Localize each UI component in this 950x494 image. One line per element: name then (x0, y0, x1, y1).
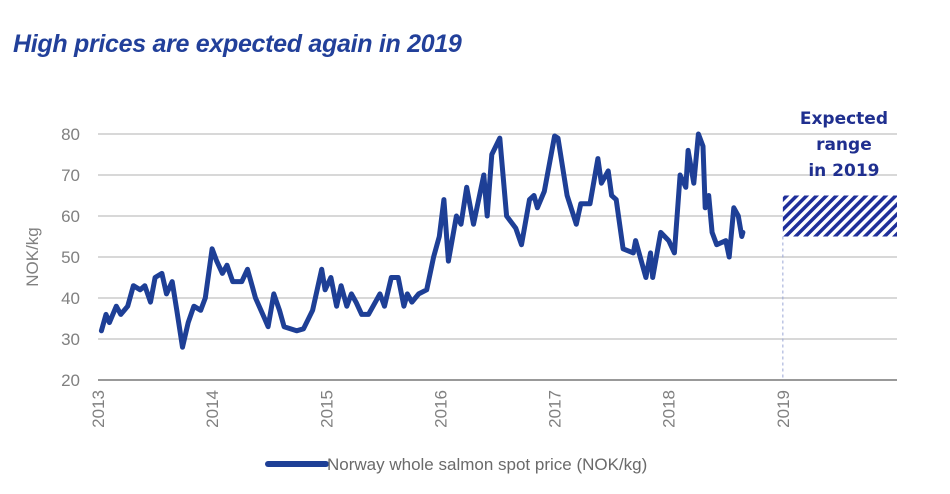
y-tick-label: 80 (61, 125, 80, 144)
x-tick-label: 2016 (431, 390, 450, 428)
expected-range-label: range (816, 135, 872, 155)
x-tick-label: 2014 (203, 390, 222, 428)
x-tick-label: 2019 (774, 390, 793, 428)
legend: Norway whole salmon spot price (NOK/kg) (265, 455, 647, 474)
x-axis-ticks: 2013 2014 2015 2016 2017 2018 2019 (89, 390, 793, 428)
y-tick-label: 70 (61, 166, 80, 185)
y-tick-label: 40 (61, 289, 80, 308)
gridlines (98, 133, 897, 381)
expected-range-label: in 2019 (808, 161, 879, 181)
x-tick-label: 2017 (546, 390, 565, 428)
chart-title: High prices are expected again in 2019 (13, 30, 462, 58)
y-tick-label: 20 (61, 371, 80, 390)
x-tick-label: 2013 (89, 390, 108, 428)
expected-range-label: Expected (800, 109, 888, 129)
y-axis-ticks: 20 30 40 50 60 70 80 (61, 125, 80, 390)
expected-range-box (782, 195, 897, 237)
expected-range: Expected range in 2019 (782, 109, 897, 380)
y-axis-label: NOK/kg (23, 227, 42, 287)
y-tick-label: 60 (61, 207, 80, 226)
series-line-salmon-price (98, 131, 746, 350)
y-tick-label: 30 (61, 330, 80, 349)
legend-label: Norway whole salmon spot price (NOK/kg) (327, 455, 647, 474)
x-tick-label: 2015 (317, 390, 336, 428)
y-tick-label: 50 (61, 248, 80, 267)
x-tick-label: 2018 (660, 390, 679, 428)
